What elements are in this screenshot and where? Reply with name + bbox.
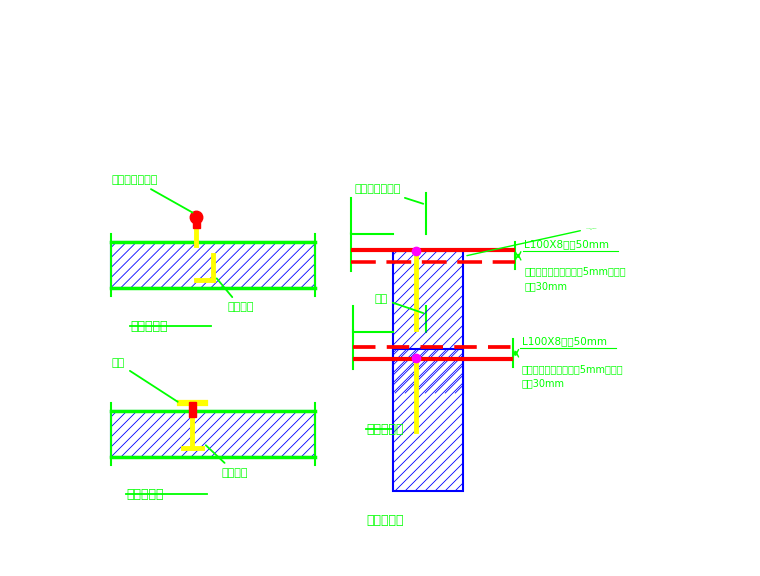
Text: 长度30mm: 长度30mm bbox=[522, 378, 565, 389]
Text: L100X8，长50mm: L100X8，长50mm bbox=[522, 336, 607, 346]
Text: 钢筋预埋: 钢筋预埋 bbox=[217, 278, 254, 312]
Text: 压环钢筋二: 压环钢筋二 bbox=[366, 423, 404, 435]
Text: 交隔用木楔钉紧: 交隔用木楔钉紧 bbox=[355, 184, 423, 204]
Bar bbox=[193, 215, 200, 228]
Text: 钢板: 钢板 bbox=[374, 294, 423, 313]
Text: 与主架焊接，焊缝厚度5mm，焊缝: 与主架焊接，焊缝厚度5mm，焊缝 bbox=[524, 266, 626, 276]
Bar bbox=[189, 402, 195, 417]
Text: L100X8，长50mm: L100X8，长50mm bbox=[524, 239, 610, 249]
Text: 交隔用木楔钉紧: 交隔用木楔钉紧 bbox=[112, 175, 192, 213]
Bar bbox=[394, 251, 463, 393]
Text: L100X8，长50mm: L100X8，长50mm bbox=[467, 228, 597, 256]
Bar bbox=[111, 241, 315, 288]
Text: 长度30mm: 长度30mm bbox=[524, 281, 567, 291]
Text: 锚固螺栓一: 锚固螺栓一 bbox=[126, 488, 163, 501]
Text: 螺栓预埋: 螺栓预埋 bbox=[206, 445, 248, 478]
Bar bbox=[111, 411, 315, 457]
Text: 与主架焊接，焊缝厚度5mm，焊缝: 与主架焊接，焊缝厚度5mm，焊缝 bbox=[522, 364, 623, 374]
Text: 钢板: 钢板 bbox=[112, 358, 178, 402]
Text: 锚固螺栓二: 锚固螺栓二 bbox=[366, 514, 404, 527]
Bar bbox=[394, 348, 463, 491]
Text: 压环钢筋一: 压环钢筋一 bbox=[130, 320, 167, 333]
